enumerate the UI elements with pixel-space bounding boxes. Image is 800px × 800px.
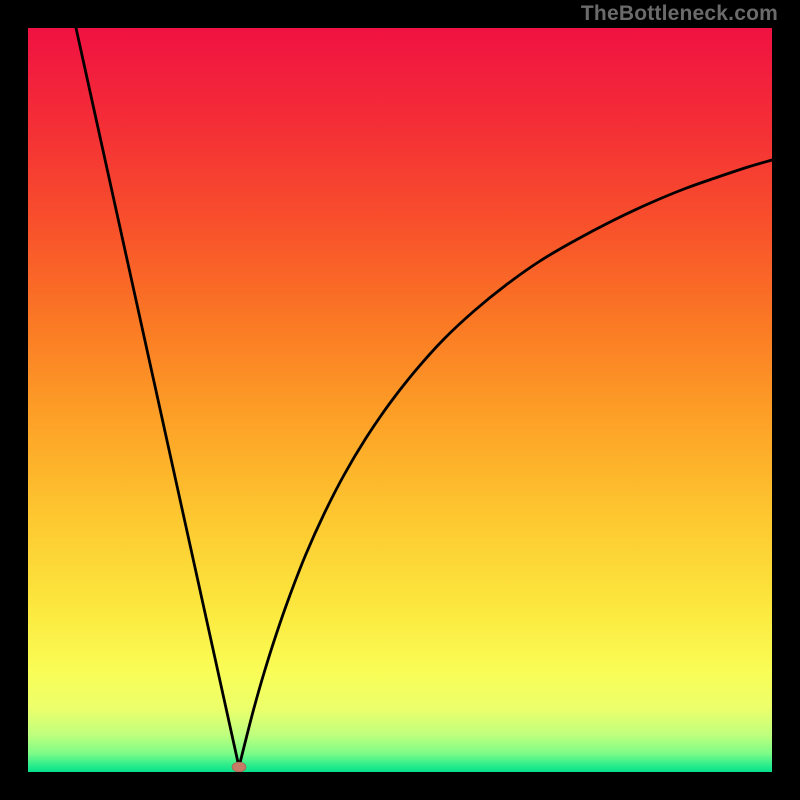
figure-root: TheBottleneck.com — [0, 0, 800, 800]
plot-svg — [28, 28, 772, 772]
minimum-marker — [232, 762, 246, 772]
plot-area — [28, 28, 772, 772]
gradient-background — [28, 28, 772, 772]
watermark-text: TheBottleneck.com — [581, 2, 778, 26]
